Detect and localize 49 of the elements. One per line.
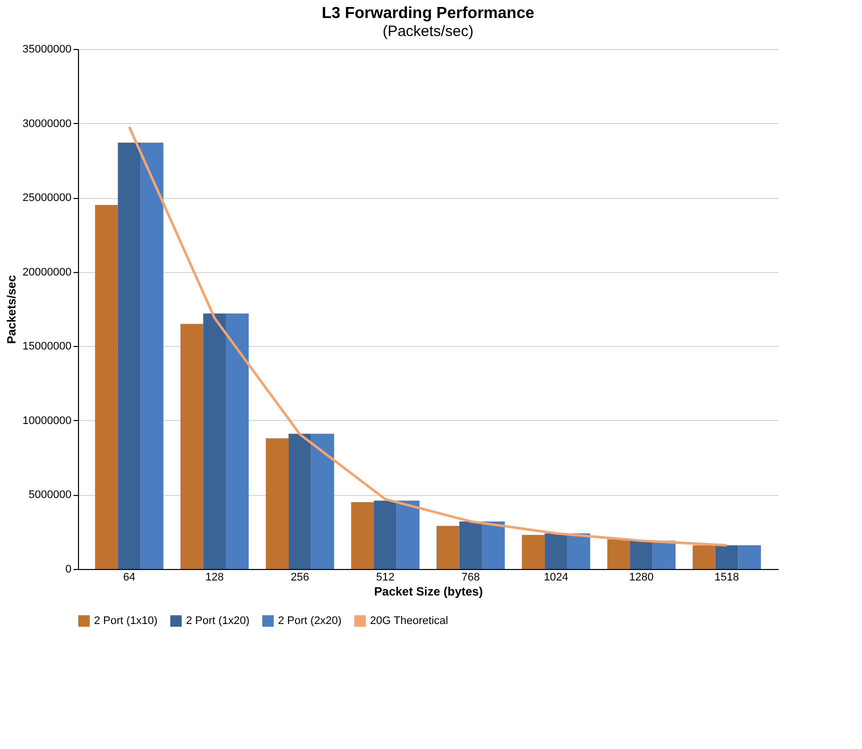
- y-tick-label: 15000000: [22, 340, 72, 353]
- x-tick-label: 64: [123, 572, 136, 584]
- bar: [567, 533, 590, 569]
- x-tick-label: 768: [462, 572, 480, 584]
- legend-label: 2 Port (2x20): [278, 615, 342, 627]
- bar: [652, 540, 676, 569]
- x-tick-label: 1518: [714, 572, 740, 584]
- bar: [374, 500, 397, 569]
- bar: [522, 534, 545, 569]
- y-axis-title: Packets/sec: [4, 274, 19, 344]
- bar: [118, 142, 141, 569]
- bar: [607, 539, 630, 569]
- bar: [266, 438, 289, 569]
- bar: [351, 502, 374, 569]
- y-tick-label: 35000000: [22, 44, 72, 56]
- bar: [482, 521, 505, 569]
- legend-label: 2 Port (1x20): [186, 615, 250, 627]
- bar: [203, 313, 226, 569]
- y-tick-label: 25000000: [22, 192, 72, 204]
- bar: [459, 521, 482, 569]
- bar: [692, 545, 716, 569]
- x-axis-title: Packet Size (bytes): [374, 584, 483, 598]
- bar: [738, 545, 761, 569]
- bar: [288, 434, 312, 569]
- x-tick-label: 128: [205, 572, 224, 584]
- bar: [226, 313, 249, 569]
- bar: [140, 142, 164, 569]
- x-tick-label: 256: [290, 572, 310, 584]
- y-tick-label: 30000000: [22, 118, 72, 130]
- y-tick-label: 5000000: [28, 489, 72, 502]
- chart-title: L3 Forwarding Performance: [322, 5, 534, 22]
- bar: [544, 533, 568, 569]
- legend-label: 20G Theoretical: [370, 615, 448, 627]
- bar: [95, 205, 118, 569]
- bar: [311, 434, 334, 569]
- line-series: [128, 126, 728, 546]
- x-tick-label: 512: [376, 572, 394, 584]
- y-tick-label: 20000000: [22, 266, 72, 278]
- bar: [630, 540, 653, 569]
- bar: [436, 526, 460, 569]
- bar: [396, 500, 420, 569]
- bar: [715, 545, 738, 569]
- legend-label: 2 Port (1x10): [94, 615, 158, 627]
- y-tick-label: 0: [65, 564, 72, 576]
- bar: [180, 324, 204, 569]
- x-tick-label: 1024: [544, 572, 568, 584]
- x-tick-label: 1280: [629, 572, 654, 584]
- chart-subtitle: (Packets/sec): [382, 23, 474, 40]
- y-tick-label: 10000000: [22, 414, 72, 427]
